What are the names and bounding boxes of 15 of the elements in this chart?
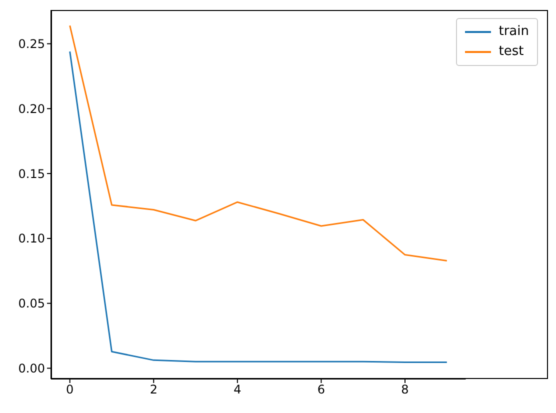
x-tick-label: 8 bbox=[401, 382, 409, 397]
y-tick-label: 0.20 bbox=[18, 102, 45, 116]
legend-label: test bbox=[498, 43, 524, 61]
y-tick-label: 0.25 bbox=[18, 37, 45, 52]
y-tick-label: 0.00 bbox=[18, 361, 45, 376]
legend-label: train bbox=[498, 23, 529, 41]
y-tick-label: 0.10 bbox=[18, 232, 45, 246]
x-tick-label: 2 bbox=[150, 382, 158, 397]
line-series bbox=[69, 24, 448, 262]
line-series bbox=[69, 50, 448, 364]
x-tick-label: 6 bbox=[317, 382, 326, 397]
x-tick-label: 4 bbox=[234, 382, 242, 397]
y-tick-label: 0.15 bbox=[18, 166, 45, 181]
y-tick-label: 0.05 bbox=[18, 296, 45, 311]
x-tick-label: 0 bbox=[66, 382, 74, 397]
